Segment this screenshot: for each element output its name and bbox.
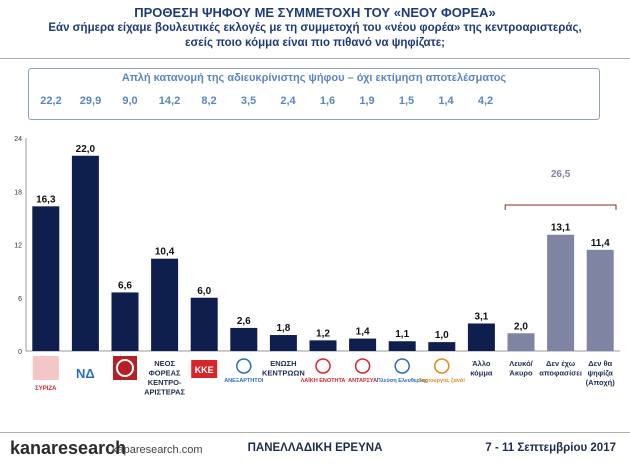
data-label: 11,4 xyxy=(591,238,610,249)
bracket-label: 26,5 xyxy=(551,169,571,180)
category-label: ΚΕΝΤΡΟ- xyxy=(148,378,182,387)
data-label: 2,0 xyxy=(514,321,528,332)
data-label: 22,0 xyxy=(76,144,96,155)
simple-value: 8,2 xyxy=(201,95,217,107)
data-label: 6,0 xyxy=(197,286,211,297)
party-logo-text: ΚΚΕ xyxy=(195,365,214,375)
divider-bottom xyxy=(0,432,630,433)
party-logo-text: Πλεύση Ελευθερίας xyxy=(377,378,428,384)
y-tick-label: 6 xyxy=(18,296,22,303)
category-label: ΕΝΩΣΗ xyxy=(270,359,296,368)
party-logo-icon xyxy=(315,358,331,374)
party-logo-icon xyxy=(354,358,371,374)
bar xyxy=(269,335,297,351)
data-label: 2,6 xyxy=(237,316,251,327)
y-tick-label: 18 xyxy=(14,189,22,196)
party-logo-icon xyxy=(434,358,450,374)
data-label: 1,1 xyxy=(395,329,409,340)
simple-value: 1,9 xyxy=(359,95,375,107)
y-tick-label: 24 xyxy=(14,136,22,143)
party-logo-text: ΑΝΤΑΡΣΥΑ xyxy=(348,378,377,384)
simple-value: 1,5 xyxy=(398,95,415,107)
chart-title: ΠΡΟΘΕΣΗ ΨΗΦΟΥ ΜΕ ΣΥΜΜΕΤΟΧΗ ΤΟΥ «ΝΕΟΥ ΦΟΡ… xyxy=(134,5,496,20)
data-label: 3,1 xyxy=(474,311,488,322)
category-label: ψηφίζα xyxy=(588,369,614,378)
bracket-line xyxy=(504,204,617,210)
brand-url: kaparesearch.com xyxy=(112,444,203,456)
bar xyxy=(190,297,218,351)
data-label: 1,4 xyxy=(356,327,370,338)
simple-value: 2,4 xyxy=(280,95,296,107)
party-logo-icon xyxy=(116,359,134,377)
simple-projection-title: Απλή κατανομή της αδιευκρίνιστης ψήφου –… xyxy=(121,72,507,84)
bar xyxy=(32,206,60,351)
bar xyxy=(111,292,139,351)
divider-top xyxy=(0,58,630,59)
brand-logo: kanaresearch xyxy=(10,438,127,458)
party-logo-icon xyxy=(394,358,410,374)
simple-projection-box: Απλή κατανομή της αδιευκρίνιστης ψήφου –… xyxy=(28,68,600,120)
data-label: 6,6 xyxy=(118,280,132,291)
bar xyxy=(309,340,337,351)
category-label: αποφασίσει xyxy=(539,369,582,378)
category-label: κόμμα xyxy=(470,369,493,378)
bar xyxy=(71,155,99,351)
bar xyxy=(230,327,258,351)
bar-chart: 0 6 12 18 24 16,3 ΣΥΡΙΖΑ 22,0 ΝΔ 6,6 10,4 ΝΕΟΣΦΟΡΕΑ… xyxy=(14,136,620,397)
simple-value: 3,5 xyxy=(240,95,257,107)
simple-value: 1,4 xyxy=(438,95,454,107)
category-label: ΦΟΡΕΑΣ xyxy=(149,369,181,378)
data-label: 16,3 xyxy=(36,194,56,205)
category-label: ΝΕΟΣ xyxy=(154,359,175,368)
bar xyxy=(428,342,456,351)
data-label: 10,4 xyxy=(155,247,175,258)
bar xyxy=(151,258,179,351)
bar xyxy=(507,333,535,351)
category-label: ΑΡΙΣΤΕΡΑΣ xyxy=(144,388,185,397)
party-logo-text: δημιουργία, ξανά! xyxy=(418,378,465,384)
bar xyxy=(467,323,495,351)
category-label: Άκυρο xyxy=(509,369,533,378)
bar xyxy=(547,234,575,351)
question-line-1: Εάν σήμερα είχαμε βουλευτικές εκλογές με… xyxy=(48,22,582,34)
category-label: Δεν έχω xyxy=(546,359,576,368)
category-label: Δεν θα xyxy=(588,359,612,368)
party-logo-icon xyxy=(191,360,218,378)
party-logo-icon xyxy=(236,358,252,374)
data-label: 1,0 xyxy=(435,330,449,341)
simple-value: 22,2 xyxy=(40,95,62,107)
survey-label: ΠΑΝΕΛΛΑΔΙΚΗ ΕΡΕΥΝΑ xyxy=(247,442,383,454)
category-label: Λευκό/ xyxy=(509,359,533,368)
party-logo-text: ΝΔ xyxy=(76,366,95,381)
question-line-2: εσείς ποιο κόμμα είναι πιο πιθανό να ψηφ… xyxy=(184,37,445,49)
survey-dates: 7 - 11 Σεπτεμβρίου 2017 xyxy=(485,442,616,454)
party-logo-text: ΣΥΡΙΖΑ xyxy=(35,386,57,392)
category-label: ΚΕΝΤΡΩΩΝ xyxy=(262,369,305,378)
simple-value: 29,9 xyxy=(79,95,102,107)
category-label: Άλλο xyxy=(472,359,491,368)
party-logo-text: ΛΑΪΚΗ ΕΝΟΤΗΤΑ xyxy=(301,377,346,384)
bar xyxy=(388,341,416,351)
category-label: (Αποχή) xyxy=(586,378,616,387)
simple-value: 4,2 xyxy=(477,95,494,107)
data-label: 1,8 xyxy=(276,323,290,334)
party-logo-text: ΑΝΕΞΑΡΤΗΤΟΙ xyxy=(224,378,264,384)
data-label: 1,2 xyxy=(316,328,330,339)
simple-value: 1,6 xyxy=(319,95,336,107)
data-label: 13,1 xyxy=(551,223,571,234)
y-tick-label: 0 xyxy=(18,349,22,356)
bar xyxy=(586,249,614,351)
y-tick-label: 12 xyxy=(14,243,22,250)
party-logo-icon xyxy=(32,356,59,380)
simple-value: 9,0 xyxy=(122,95,138,107)
simple-value: 14,2 xyxy=(158,95,181,107)
bar xyxy=(349,338,377,351)
